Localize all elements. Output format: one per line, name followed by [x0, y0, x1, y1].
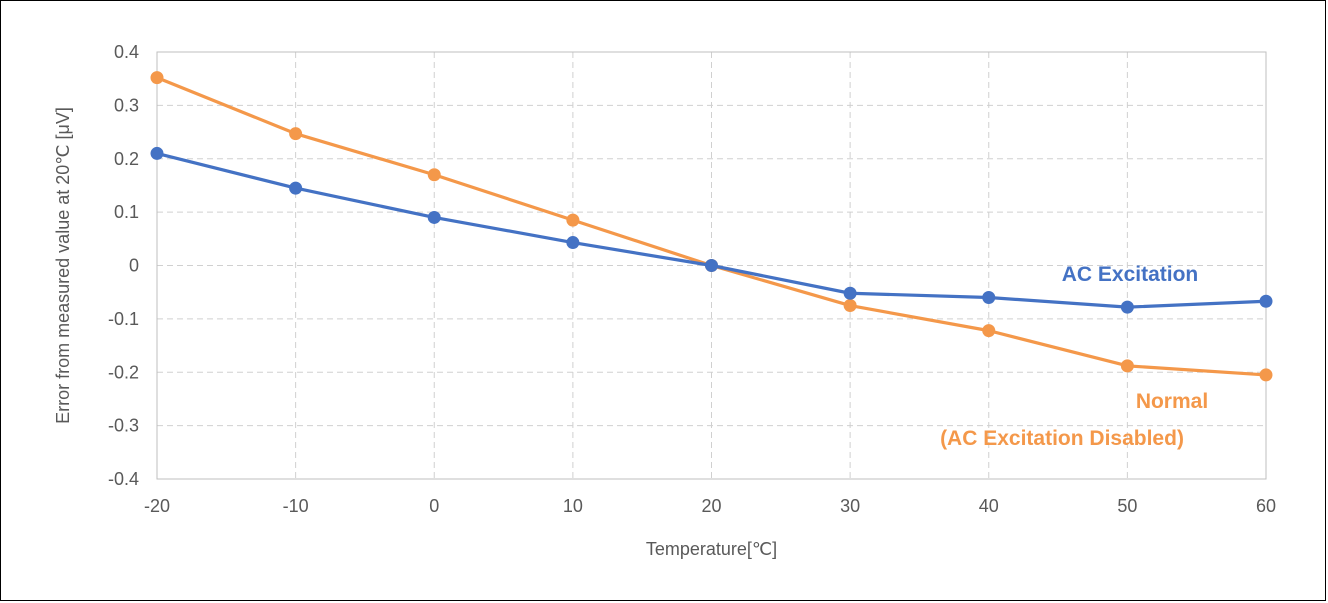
x-tick-label: 20 [701, 496, 721, 516]
data-point [982, 324, 996, 338]
data-point [1259, 368, 1273, 382]
x-tick-label: 40 [979, 496, 999, 516]
data-point [1120, 359, 1134, 373]
y-tick-label: 0.4 [114, 42, 139, 62]
x-tick-label: 60 [1256, 496, 1276, 516]
x-tick-label: 10 [563, 496, 583, 516]
series-0 [150, 146, 1273, 314]
series-layer [150, 71, 1273, 382]
series-label-normal-line-1: Normal [1136, 390, 1208, 413]
data-point [566, 213, 580, 227]
x-tick-label: -20 [144, 496, 170, 516]
y-tick-label: 0.1 [114, 202, 139, 222]
series-label-normal-line-2: (AC Excitation Disabled) [940, 427, 1184, 450]
y-axis-ticks: 0.4 0.3 0.2 0.1 0 -0.1 -0.2 -0.3 -0.4 [108, 42, 139, 489]
data-point [982, 291, 996, 305]
y-tick-label: 0.2 [114, 149, 139, 169]
data-point [843, 286, 857, 300]
x-axis-ticks: -20 -10 0 10 20 30 40 50 60 [144, 496, 1276, 516]
y-tick-label: 0 [129, 256, 139, 276]
y-axis-title: Error from measured value at 20℃ [μV] [53, 107, 73, 424]
series-label-ac-excitation: AC Excitation [1062, 263, 1199, 286]
data-point [289, 181, 303, 195]
data-point [1259, 294, 1273, 308]
x-tick-label: 50 [1117, 496, 1137, 516]
data-point [1120, 300, 1134, 314]
y-tick-label: -0.2 [108, 362, 139, 382]
x-tick-label: 0 [429, 496, 439, 516]
data-point [150, 71, 164, 85]
data-point [427, 210, 441, 224]
data-point [843, 299, 857, 313]
y-tick-label: -0.1 [108, 309, 139, 329]
grid [157, 52, 1266, 479]
x-tick-label: 30 [840, 496, 860, 516]
y-tick-label: -0.4 [108, 469, 139, 489]
data-point [150, 146, 164, 160]
data-point [566, 236, 580, 250]
plot-area-border [156, 51, 1267, 480]
y-tick-label: -0.3 [108, 416, 139, 436]
x-axis-title: Temperature[℃] [646, 539, 777, 559]
y-tick-label: 0.3 [114, 95, 139, 115]
data-point [705, 259, 718, 272]
x-tick-label: -10 [283, 496, 309, 516]
data-point [427, 168, 441, 182]
data-point [289, 127, 303, 141]
